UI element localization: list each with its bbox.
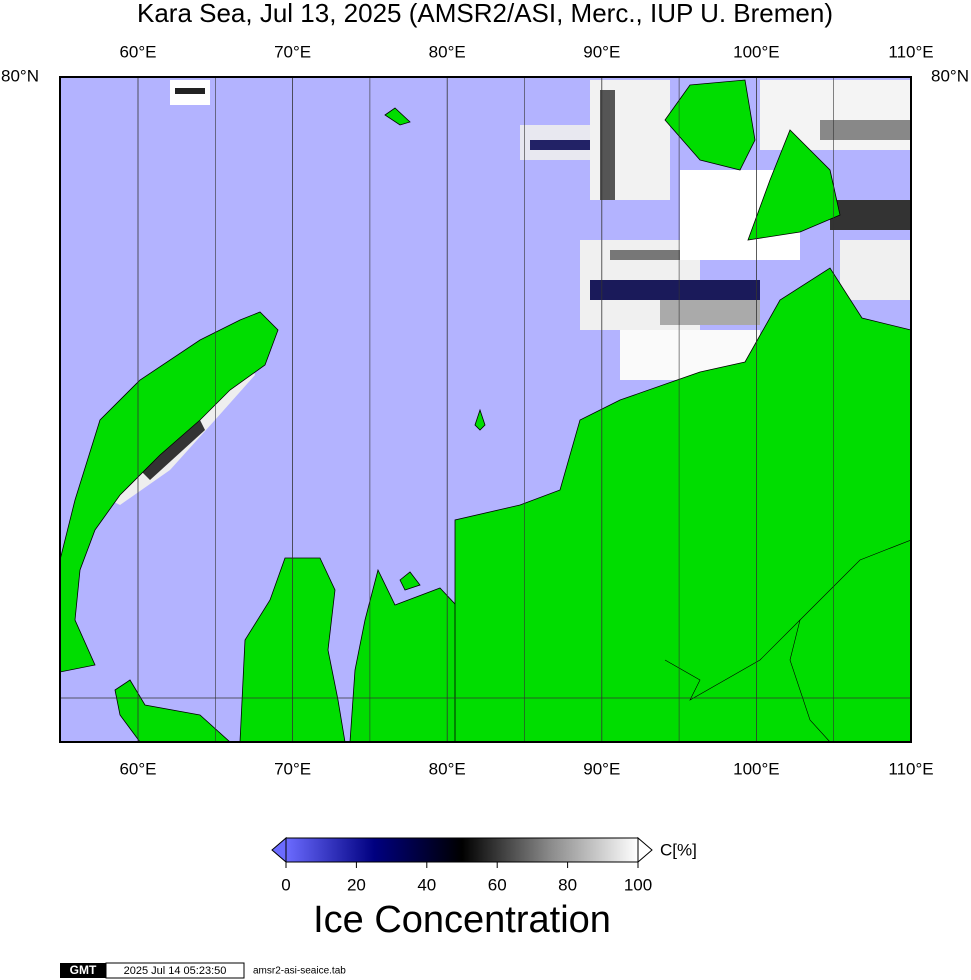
lon-label-top: 100°E: [733, 42, 780, 61]
colorbar-tick-label: 0: [281, 875, 290, 894]
footer: GMT 2025 Jul 14 05:23:50 amsr2-asi-seaic…: [60, 962, 346, 979]
gmt-logo: GMT: [70, 963, 97, 977]
lon-label-top: 110°E: [888, 42, 933, 61]
file-name: amsr2-asi-seaice.tab: [253, 966, 346, 977]
colorbar-tick-label: 60: [488, 875, 507, 894]
lon-label-top: 80°E: [429, 42, 466, 61]
lon-label-bottom: 100°E: [733, 759, 780, 778]
colorbar-tick-label: 40: [417, 875, 436, 894]
lat-label-right: 80°N: [931, 66, 969, 85]
land: [60, 79, 911, 742]
lon-label-bottom: 60°E: [119, 759, 156, 778]
map-title: Kara Sea, Jul 13, 2025 (AMSR2/ASI, Merc.…: [137, 0, 833, 28]
lon-label-top: 60°E: [119, 42, 156, 61]
colorbar-tick-label: 100: [624, 875, 652, 894]
colorbar-tick-label: 20: [347, 875, 366, 894]
colorbar: C[%] Ice Concentration 0 20 40 60 80 100: [271, 836, 697, 941]
sea-ice: [110, 80, 911, 505]
map-frame: [59, 76, 912, 743]
colorbar-tick-label: 80: [558, 875, 577, 894]
timestamp: 2025 Jul 14 05:23:50: [124, 965, 227, 977]
colorbar-over: [637, 836, 653, 864]
colorbar-unit: C[%]: [660, 840, 697, 859]
timestamp-box: [105, 962, 245, 979]
lon-label-bottom: 110°E: [888, 759, 933, 778]
graticule: [137, 77, 911, 742]
lon-label-top: 70°E: [274, 42, 311, 61]
colorbar-under: [271, 836, 287, 864]
lon-label-bottom: 90°E: [583, 759, 620, 778]
lon-label-bottom: 80°E: [429, 759, 466, 778]
lat-label-left: 80°N: [1, 66, 39, 85]
colorbar-label: Ice Concentration: [313, 899, 611, 941]
lon-label-bottom: 70°E: [274, 759, 311, 778]
map-area: [60, 77, 911, 742]
gmt-logo-box: [60, 963, 106, 978]
colorbar-ramp: [285, 837, 639, 863]
lon-label-top: 90°E: [583, 42, 620, 61]
